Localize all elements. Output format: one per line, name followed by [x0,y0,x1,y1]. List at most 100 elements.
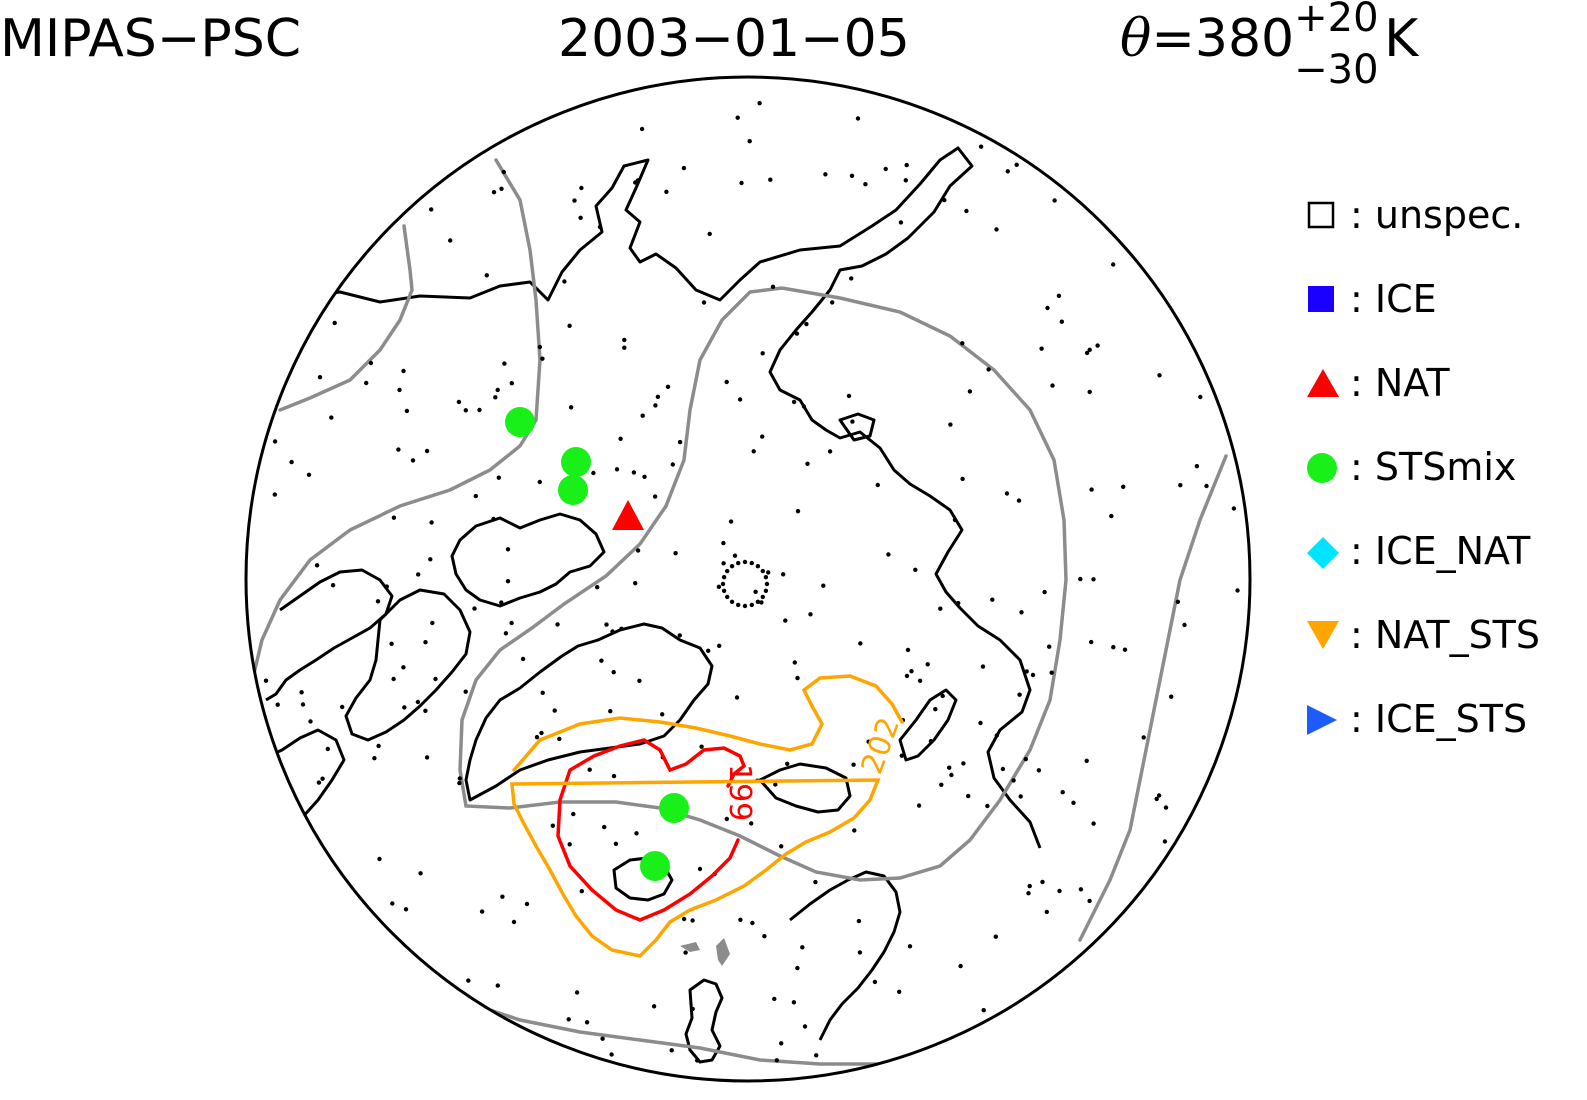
sample-dot [795,675,800,681]
sample-dot [1030,672,1036,678]
sample-dot [764,581,770,587]
sample-dot [614,467,620,472]
sample-dot [716,584,722,589]
sample-dot [314,563,320,568]
sample-dot [734,695,740,700]
sample-dot [505,579,511,584]
legend-label: : unspec. [1350,193,1524,237]
sample-dot [611,670,616,675]
sample-dot [794,331,800,336]
sample-dot [500,894,505,899]
coastline-greenland [464,622,714,802]
sample-dot [550,823,555,828]
sample-dot [690,1006,695,1012]
sample-dot [524,901,530,907]
sample-dot [763,575,769,580]
sample-dot [1023,756,1028,762]
sample-dot [738,917,743,922]
sample-dot [272,492,277,497]
sample-dot [728,519,734,524]
sts-point [640,851,670,881]
sample-dot [1122,647,1128,652]
sample-dot [760,594,765,600]
sample-dot [1024,669,1029,674]
sample-dot [759,600,764,605]
sample-dot [866,739,871,744]
sample-dot [389,641,394,646]
sample-dot [1089,639,1094,645]
sample-dot [402,705,407,710]
sample-dot [721,588,727,593]
sample-dot [802,1024,808,1029]
sample-dot [677,439,683,445]
sample-dot [655,394,661,399]
sample-dot [916,803,922,808]
legend: : unspec. : ICE : NAT : STSmix : ICE_NAT… [1306,190,1586,778]
sample-dot [732,553,738,558]
theta-unit: K [1384,9,1419,69]
sample-dot [1235,588,1240,593]
sample-dot [1050,383,1055,388]
sample-dot [502,361,507,366]
sample-dot [567,323,572,328]
sample-dot [491,516,496,522]
open-square-icon [1307,201,1335,229]
sample-dot [964,208,969,214]
gray-contour-outer-northwest [278,224,414,412]
sample-dot [1019,610,1024,615]
sample-dot [1052,198,1057,203]
sample-dot [990,597,995,602]
sample-dot [397,387,402,393]
sample-dot [505,547,511,552]
sample-dot [503,631,509,636]
sample-dot [477,407,482,413]
sample-dot [390,901,395,906]
sample-dot [384,584,389,589]
sample-dot [491,190,497,195]
sample-dot [540,690,545,695]
sample-dot [1087,898,1092,904]
sample-dot [751,449,756,454]
sample-dot [1157,373,1162,378]
sample-dot [903,178,908,183]
sample-dot [849,276,854,281]
sample-dot [729,599,735,604]
sample-dot [721,575,727,580]
sample-dot [423,640,428,645]
sample-dot [985,803,990,809]
sample-dot [275,702,280,707]
sample-dot [795,965,800,971]
sample-dot [773,782,778,787]
coastlines [259,146,1042,1064]
sample-dot [805,461,810,466]
sample-dot [418,871,423,876]
legend-item-ice: : ICE [1306,274,1586,358]
sample-dot [724,379,729,385]
legend-label: : NAT_STS [1350,613,1541,657]
sample-dot [664,189,669,194]
sample-dot [1121,484,1126,489]
sample-dot [1095,343,1100,348]
coastline-svalbard [758,762,852,814]
sample-dot [928,739,934,744]
sample-dot [673,551,678,556]
sample-dot [377,856,382,862]
legend-item-nat-sts: : NAT_STS [1306,610,1586,694]
contour-202-line [512,674,904,772]
sample-dot [755,599,761,604]
sample-dot [410,458,416,463]
sample-dot [501,169,506,175]
sample-dot [1078,576,1083,582]
legend-label: : ICE [1350,277,1437,321]
sts-point [561,447,591,477]
coastline-scandinavia [789,870,902,1041]
sample-dot [568,405,574,410]
sample-dot [429,520,434,525]
sample-dot [539,730,544,736]
sample-dot [1040,879,1045,885]
sample-dot [717,643,722,648]
nat-point [612,500,644,530]
sample-dot [1141,735,1146,740]
coastline-labrador [259,728,346,861]
sample-dot [495,387,500,393]
